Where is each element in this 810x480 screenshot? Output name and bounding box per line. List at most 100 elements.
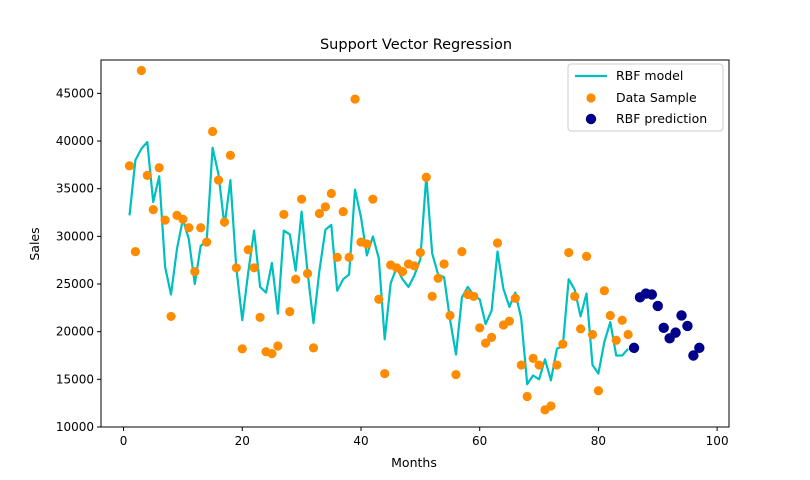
data-sample-point [202,237,212,247]
y-tick-label: 35000 [56,182,94,196]
data-sample-point [344,252,354,262]
data-sample-point [516,360,526,370]
data-sample-point [433,273,443,283]
y-tick-label: 25000 [56,277,94,291]
data-sample-point [623,329,633,340]
data-sample-point [308,343,319,353]
data-sample-point [564,247,574,258]
data-sample-point [249,263,259,273]
data-sample-point [148,205,158,215]
data-sample-point [231,263,241,273]
rbf-prediction-point [646,289,658,300]
rbf-prediction-point [676,310,687,321]
data-sample-point [291,274,301,284]
data-sample-point [160,215,170,225]
x-tick-label: 40 [353,434,368,448]
data-sample-point [546,401,556,411]
data-sample-point [225,150,235,160]
data-sample-point [593,386,604,396]
data-sample-point [350,94,360,104]
data-sample-point [451,369,461,380]
rbf-model-line [128,140,629,386]
rbf-prediction-point [682,320,693,332]
data-sample-point [332,252,342,262]
data-sample-point [617,315,627,325]
data-sample-point [190,267,200,277]
data-sample-point [362,239,372,249]
data-sample-point [492,238,503,248]
data-sample-point [267,349,277,359]
data-sample-point [570,291,580,302]
data-sample-point [469,291,479,302]
y-axis-label: Sales [27,227,42,260]
data-sample-point [213,175,224,185]
data-sample-point [302,268,313,279]
data-sample-point [184,223,194,233]
data-sample-point [338,206,348,217]
data-sample-point [528,353,538,363]
x-tick-label: 100 [706,434,729,448]
data-sample-point [154,163,164,173]
plot-area: 0 20 40 60 80 100 10000 15000 20000 25000 30000 350… [56,59,730,448]
data-sample-point [142,170,152,180]
plot-frame [100,59,730,428]
data-sample-point [510,293,520,303]
y-tick-label: 10000 [56,420,94,434]
rbf-prediction-point [652,300,663,312]
data-sample-point [611,335,621,345]
data-sample-point [587,329,598,340]
data-sample-point [576,324,586,334]
data-sample-point [457,247,467,257]
data-sample-point [297,194,307,204]
data-sample-point [136,65,146,76]
legend-sample-swatch [586,93,596,103]
data-sample-point [273,341,283,351]
y-tick-label: 15000 [56,372,94,386]
data-sample-point [522,391,532,402]
data-sample-point [279,209,289,220]
data-sample-point [504,316,514,326]
legend-label-prediction: RBF prediction [616,111,707,126]
x-tick-label: 20 [235,434,250,448]
data-sample-point [255,312,265,322]
y-tick-label: 30000 [56,229,94,243]
data-sample-point [368,194,378,204]
data-sample-point [421,172,431,182]
data-sample-point [380,369,390,379]
data-sample-point [552,360,562,370]
x-tick-label: 60 [472,434,487,448]
data-sample-point [314,208,325,219]
data-sample-point [397,267,408,277]
data-sample-point [486,332,497,342]
data-sample-point [130,247,141,257]
legend-prediction-swatch [585,113,597,125]
data-sample-point [243,245,253,255]
data-sample-point [534,360,544,370]
data-sample-point [605,310,615,321]
x-tick-label: 80 [591,434,606,448]
x-axis-label: Months [391,455,437,470]
data-sample-point [326,188,336,199]
data-sample-point [558,339,568,349]
data-sample-point [599,286,609,296]
y-tick-label: 40000 [56,134,94,148]
data-sample-point [124,161,135,171]
legend-label-sample: Data Sample [616,90,697,105]
data-sample-point [237,344,247,354]
data-sample-point [196,223,206,233]
rbf-prediction-point [694,342,705,354]
data-sample-point [445,310,455,321]
x-tick-label: 0 [120,434,128,448]
data-sample-point [481,338,491,348]
data-sample-point [285,307,295,317]
data-sample-point [475,323,485,333]
legend-label-model: RBF model [616,68,683,83]
legend: RBF model Data Sample RBF prediction [567,63,724,132]
data-sample-point [374,294,384,304]
y-tick-label: 45000 [56,86,94,100]
data-sample-point [415,247,425,258]
rbf-prediction-point [688,350,699,361]
data-sample-point [219,217,230,227]
data-sample-point [320,202,330,212]
